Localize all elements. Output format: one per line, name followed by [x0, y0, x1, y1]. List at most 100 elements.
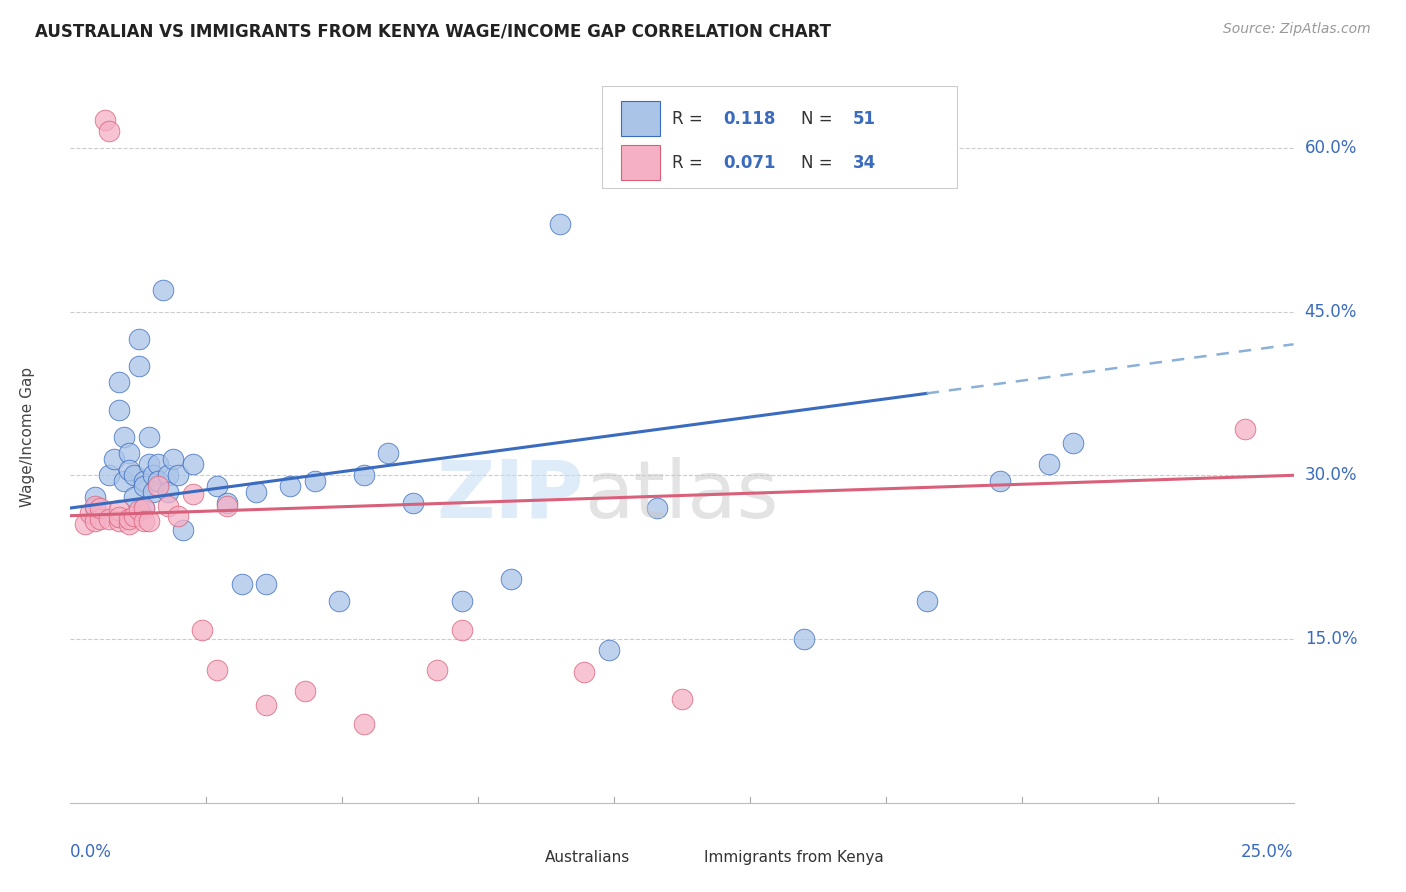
- Point: [112, 430, 135, 444]
- Point: [793, 632, 815, 646]
- Point: [205, 663, 228, 677]
- FancyBboxPatch shape: [621, 145, 659, 180]
- Point: [426, 663, 449, 677]
- Point: [132, 514, 155, 528]
- Point: [118, 446, 141, 460]
- Point: [118, 512, 141, 526]
- Point: [83, 499, 105, 513]
- Point: [132, 501, 155, 516]
- Point: [132, 501, 155, 516]
- Text: ZIP: ZIP: [437, 457, 583, 534]
- Point: [231, 577, 253, 591]
- Point: [108, 503, 131, 517]
- Point: [1233, 422, 1256, 436]
- Point: [402, 495, 425, 509]
- Point: [254, 577, 277, 591]
- Text: 15.0%: 15.0%: [1305, 630, 1357, 648]
- Point: [89, 512, 111, 526]
- Text: atlas: atlas: [583, 457, 779, 534]
- Text: R =: R =: [672, 153, 709, 172]
- Point: [450, 624, 472, 638]
- Point: [132, 474, 155, 488]
- Point: [148, 474, 170, 488]
- Point: [108, 509, 131, 524]
- Point: [112, 474, 135, 488]
- Text: 60.0%: 60.0%: [1305, 139, 1357, 157]
- Point: [98, 124, 121, 138]
- Point: [647, 501, 669, 516]
- Point: [73, 517, 96, 532]
- Point: [280, 479, 302, 493]
- Point: [499, 572, 522, 586]
- Point: [915, 594, 938, 608]
- FancyBboxPatch shape: [508, 841, 540, 875]
- Point: [128, 503, 150, 517]
- Point: [353, 468, 375, 483]
- Point: [162, 451, 184, 466]
- Point: [548, 217, 571, 231]
- Point: [1062, 435, 1084, 450]
- Point: [572, 665, 595, 679]
- Text: 30.0%: 30.0%: [1305, 467, 1357, 484]
- Point: [328, 594, 350, 608]
- FancyBboxPatch shape: [602, 86, 957, 188]
- Text: Immigrants from Kenya: Immigrants from Kenya: [704, 850, 884, 865]
- Point: [138, 514, 160, 528]
- Text: AUSTRALIAN VS IMMIGRANTS FROM KENYA WAGE/INCOME GAP CORRELATION CHART: AUSTRALIAN VS IMMIGRANTS FROM KENYA WAGE…: [35, 22, 831, 40]
- Text: 0.071: 0.071: [724, 153, 776, 172]
- Point: [93, 113, 115, 128]
- Point: [167, 468, 190, 483]
- Point: [103, 451, 125, 466]
- Point: [215, 495, 238, 509]
- Point: [215, 499, 238, 513]
- Point: [671, 692, 693, 706]
- Text: 51: 51: [853, 110, 876, 128]
- Point: [294, 684, 316, 698]
- Text: 25.0%: 25.0%: [1241, 843, 1294, 861]
- Point: [122, 490, 145, 504]
- Point: [191, 624, 214, 638]
- Point: [83, 501, 105, 516]
- Point: [377, 446, 399, 460]
- Text: N =: N =: [800, 153, 838, 172]
- Point: [83, 490, 105, 504]
- Point: [148, 458, 170, 472]
- Point: [157, 468, 180, 483]
- Point: [181, 487, 204, 501]
- Point: [1038, 458, 1060, 472]
- Point: [98, 468, 121, 483]
- Point: [138, 458, 160, 472]
- FancyBboxPatch shape: [668, 841, 699, 875]
- Point: [205, 479, 228, 493]
- Point: [108, 376, 131, 390]
- FancyBboxPatch shape: [621, 101, 659, 136]
- Text: Source: ZipAtlas.com: Source: ZipAtlas.com: [1223, 22, 1371, 37]
- Point: [988, 474, 1011, 488]
- Text: R =: R =: [672, 110, 709, 128]
- Text: 45.0%: 45.0%: [1305, 302, 1357, 320]
- Point: [83, 514, 105, 528]
- Point: [167, 508, 190, 523]
- Point: [172, 523, 194, 537]
- Point: [132, 479, 155, 493]
- Point: [122, 508, 145, 523]
- Text: Wage/Income Gap: Wage/Income Gap: [20, 367, 35, 508]
- Point: [142, 484, 165, 499]
- Point: [304, 474, 326, 488]
- Text: 0.0%: 0.0%: [70, 843, 112, 861]
- Point: [138, 430, 160, 444]
- Point: [98, 512, 121, 526]
- Point: [108, 514, 131, 528]
- Point: [118, 463, 141, 477]
- Text: Australians: Australians: [546, 850, 630, 865]
- Point: [254, 698, 277, 712]
- Text: 0.118: 0.118: [724, 110, 776, 128]
- Point: [89, 501, 111, 516]
- Text: 34: 34: [853, 153, 876, 172]
- Point: [598, 643, 620, 657]
- Point: [245, 484, 267, 499]
- Point: [157, 499, 180, 513]
- Point: [108, 402, 131, 417]
- Point: [157, 484, 180, 499]
- Point: [118, 517, 141, 532]
